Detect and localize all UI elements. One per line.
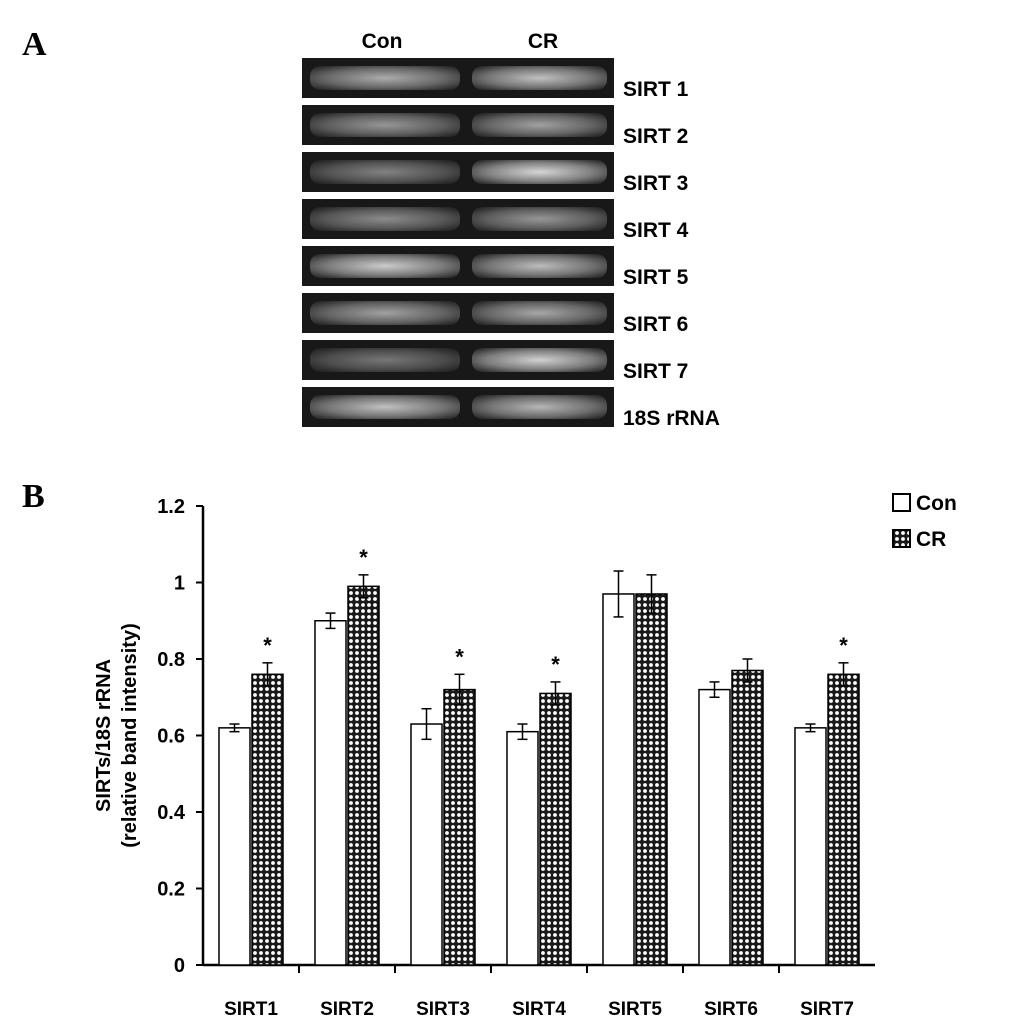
bar-cr [827, 673, 860, 966]
gel-band [472, 207, 607, 231]
gel-row [302, 246, 614, 286]
bar-con [506, 730, 539, 966]
x-tick-label: SIRT1 [224, 999, 278, 1020]
bar-con [218, 727, 251, 966]
bar-con [602, 593, 635, 966]
bar-con [794, 727, 827, 966]
gel-band [310, 348, 460, 372]
bar-cr [731, 669, 764, 966]
gel-row-label: 18S rRNA [623, 407, 720, 430]
y-tick-label: 1.2 [157, 496, 185, 518]
bar-cr [539, 692, 572, 966]
gel-band [472, 160, 607, 184]
gel-row [302, 199, 614, 239]
legend-swatch-con [892, 493, 911, 512]
gel-band [310, 254, 460, 278]
gel-band [310, 66, 460, 90]
gel-row-label: SIRT 7 [623, 360, 689, 383]
panel-b-letter: B [22, 478, 45, 515]
panel-a-letter: A [22, 26, 47, 63]
gel-band [310, 207, 460, 231]
gel-band [310, 395, 460, 419]
gel-row [302, 105, 614, 145]
y-axis-label-units: (relative band intensity) [119, 623, 141, 848]
gel-row [302, 293, 614, 333]
significance-marker: * [839, 633, 848, 658]
legend-label: Con [916, 492, 957, 515]
y-axis-label: SIRTs/18S rRNA [93, 659, 115, 812]
gel-row [302, 340, 614, 380]
x-tick-label: SIRT3 [416, 999, 470, 1020]
lane-header-con: Con [361, 30, 403, 53]
gel-band [472, 301, 607, 325]
gel-row-label: SIRT 4 [623, 219, 689, 242]
x-tick-label: SIRT6 [704, 999, 758, 1020]
legend-label: CR [916, 528, 946, 551]
bar-con [314, 620, 347, 966]
gel-band [310, 301, 460, 325]
gel-band [472, 254, 607, 278]
legend-swatch-cr [892, 529, 911, 548]
x-tick-label: SIRT5 [608, 999, 662, 1020]
gel-band [310, 160, 460, 184]
y-tick-label: 0.8 [157, 649, 185, 671]
x-tick-label: SIRT7 [800, 999, 854, 1020]
bar-chart: 0 0.2 0.4 0.6 0.8 1 1.2 SIRTs/18S rRNA (relative… [93, 492, 957, 1020]
significance-marker: * [263, 633, 272, 658]
bar-cr [251, 673, 284, 966]
significance-marker: * [551, 652, 560, 677]
significance-marker: * [359, 545, 368, 570]
significance-marker: * [455, 644, 464, 669]
gel-row-label: SIRT 5 [623, 266, 689, 289]
gel-row-label: SIRT 2 [623, 125, 689, 148]
gel-band [310, 113, 460, 137]
y-tick-label: 0 [174, 955, 185, 977]
y-tick-label: 1 [174, 573, 185, 595]
y-tick-label: 0.6 [157, 726, 185, 748]
y-tick-label: 0.4 [157, 802, 186, 824]
bar-cr [635, 593, 668, 966]
x-tick-label: SIRT2 [320, 999, 374, 1020]
gel-band [472, 348, 607, 372]
gel-band [472, 66, 607, 90]
gel-row [302, 387, 614, 427]
bar-con [698, 688, 731, 966]
gel-row [302, 58, 614, 98]
gel-band [472, 113, 607, 137]
gel-row-label: SIRT 1 [623, 78, 689, 101]
gel-band [472, 395, 607, 419]
bar-cr [443, 688, 476, 966]
x-tick-label: SIRT4 [512, 999, 566, 1020]
gel-row [302, 152, 614, 192]
gel-row-label: SIRT 3 [623, 172, 689, 195]
bar-cr [347, 585, 380, 966]
lane-header-cr: CR [527, 30, 559, 53]
y-tick-label: 0.2 [157, 879, 185, 901]
gel-row-label: SIRT 6 [623, 313, 689, 336]
bar-con [410, 723, 443, 966]
